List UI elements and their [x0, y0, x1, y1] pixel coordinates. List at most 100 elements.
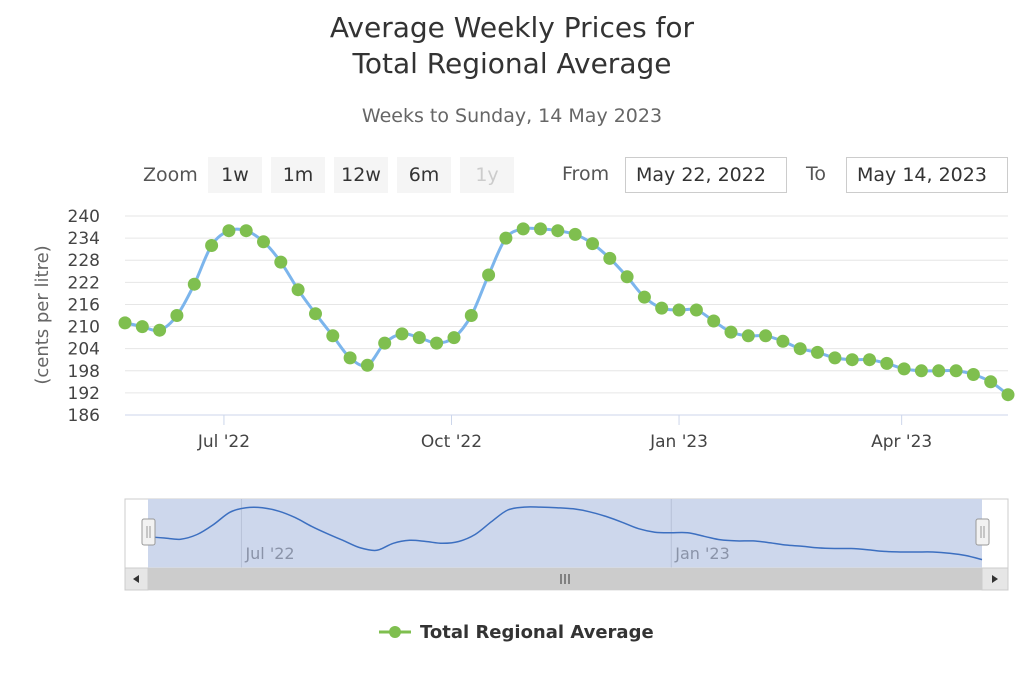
series-line	[124, 226, 1009, 396]
data-point[interactable]	[863, 353, 876, 367]
zoom-6m-button[interactable]: 6m	[397, 157, 451, 193]
scrollbar[interactable]	[124, 567, 1009, 591]
scrollbar-grip-icon	[560, 574, 570, 584]
x-tick-label: Apr '23	[871, 432, 932, 452]
data-point[interactable]	[724, 325, 738, 339]
x-tick-label: Jan '23	[649, 432, 708, 452]
data-point[interactable]	[187, 277, 201, 291]
data-point[interactable]	[412, 331, 426, 345]
y-tick-label: 240	[68, 207, 100, 227]
arrow-left-icon	[133, 575, 139, 583]
zoom-1m-button[interactable]: 1m	[271, 157, 325, 193]
legend[interactable]: Total Regional Average	[378, 618, 654, 646]
data-point[interactable]	[741, 329, 755, 343]
data-point[interactable]	[984, 375, 998, 389]
navigator-tick-label: Jul '22	[244, 544, 294, 563]
data-point[interactable]	[811, 345, 824, 359]
navigator[interactable]: Jul '22 Jan '23	[124, 498, 1009, 569]
data-point[interactable]	[274, 255, 288, 269]
data-point[interactable]	[360, 358, 374, 372]
zoom-1w-button[interactable]: 1w	[208, 157, 262, 193]
data-point[interactable]	[135, 320, 149, 334]
data-point[interactable]	[845, 353, 859, 367]
data-point[interactable]	[499, 231, 513, 245]
data-point[interactable]	[776, 334, 790, 348]
range-from-input[interactable]: May 22, 2022	[625, 157, 787, 193]
range-to-input[interactable]: May 14, 2023	[846, 157, 1008, 193]
navigator-selection[interactable]	[148, 499, 982, 568]
data-point[interactable]	[655, 301, 669, 315]
data-point[interactable]	[153, 323, 167, 337]
data-point[interactable]	[534, 222, 547, 236]
data-point[interactable]	[257, 235, 270, 249]
chart-grid	[125, 215, 1008, 416]
x-tick-label: Jul '22	[197, 432, 250, 452]
y-tick-label: 210	[68, 318, 100, 338]
series-markers[interactable]	[118, 222, 1015, 402]
data-point[interactable]	[949, 364, 963, 378]
arrow-right-icon	[992, 575, 998, 583]
data-point[interactable]	[793, 342, 807, 356]
navigator-left-handle[interactable]	[141, 518, 156, 546]
data-point[interactable]	[914, 364, 928, 378]
data-point[interactable]	[378, 336, 392, 350]
data-point[interactable]	[430, 336, 444, 350]
scroll-right-button[interactable]	[981, 567, 1009, 591]
data-point[interactable]	[309, 307, 322, 321]
data-point[interactable]	[447, 331, 461, 345]
data-point[interactable]	[586, 237, 599, 251]
y-tick-label: 192	[68, 384, 100, 404]
y-axis-label: (cents per litre)	[32, 245, 53, 384]
data-point[interactable]	[205, 239, 219, 252]
data-point[interactable]	[966, 368, 980, 381]
navigator-right-handle[interactable]	[975, 518, 990, 546]
data-point[interactable]	[482, 268, 496, 282]
y-tick-label: 198	[68, 362, 100, 382]
data-point[interactable]	[239, 224, 253, 238]
zoom-12w-button[interactable]: 12w	[334, 157, 388, 193]
data-point[interactable]	[118, 316, 132, 330]
data-point[interactable]	[1001, 388, 1015, 402]
data-point[interactable]	[672, 303, 686, 317]
data-point[interactable]	[464, 309, 478, 322]
data-point[interactable]	[897, 362, 911, 376]
y-tick-label: 228	[68, 251, 100, 271]
data-point[interactable]	[516, 222, 530, 236]
navigator-tick-label: Jan '23	[674, 544, 730, 563]
data-point[interactable]	[707, 314, 721, 328]
zoom-label: Zoom	[143, 164, 198, 186]
data-point[interactable]	[326, 329, 340, 343]
y-tick-label: 186	[68, 406, 100, 426]
legend-line-marker-icon	[379, 626, 411, 638]
data-point[interactable]	[932, 364, 946, 378]
data-point[interactable]	[603, 251, 617, 265]
x-tick-label: Oct '22	[421, 432, 482, 452]
data-point[interactable]	[637, 290, 651, 304]
y-tick-label: 222	[68, 273, 100, 293]
data-point[interactable]	[620, 270, 634, 284]
y-tick-label: 216	[68, 295, 100, 315]
x-axis-ticks: Jul '22 Oct '22 Jan '23 Apr '23	[197, 415, 932, 452]
chart-title-line2: Total Regional Average	[352, 47, 672, 80]
data-point[interactable]	[568, 227, 582, 241]
data-point[interactable]	[551, 224, 565, 238]
data-point[interactable]	[689, 303, 703, 317]
data-point[interactable]	[170, 309, 184, 322]
data-point[interactable]	[291, 283, 305, 297]
range-from-label: From	[562, 163, 610, 185]
data-point[interactable]	[222, 224, 236, 238]
data-point[interactable]	[828, 351, 842, 365]
y-tick-label: 204	[68, 340, 100, 360]
data-point[interactable]	[759, 329, 773, 343]
chart-subtitle: Weeks to Sunday, 14 May 2023	[361, 105, 663, 127]
chart-title-line1: Average Weekly Prices for	[329, 11, 695, 44]
data-point[interactable]	[343, 351, 357, 365]
zoom-1y-button: 1y	[460, 157, 514, 193]
data-point[interactable]	[395, 327, 409, 341]
scroll-left-button[interactable]	[124, 567, 149, 591]
range-to-label: To	[806, 163, 827, 185]
legend-label: Total Regional Average	[420, 621, 654, 643]
data-point[interactable]	[880, 356, 894, 370]
